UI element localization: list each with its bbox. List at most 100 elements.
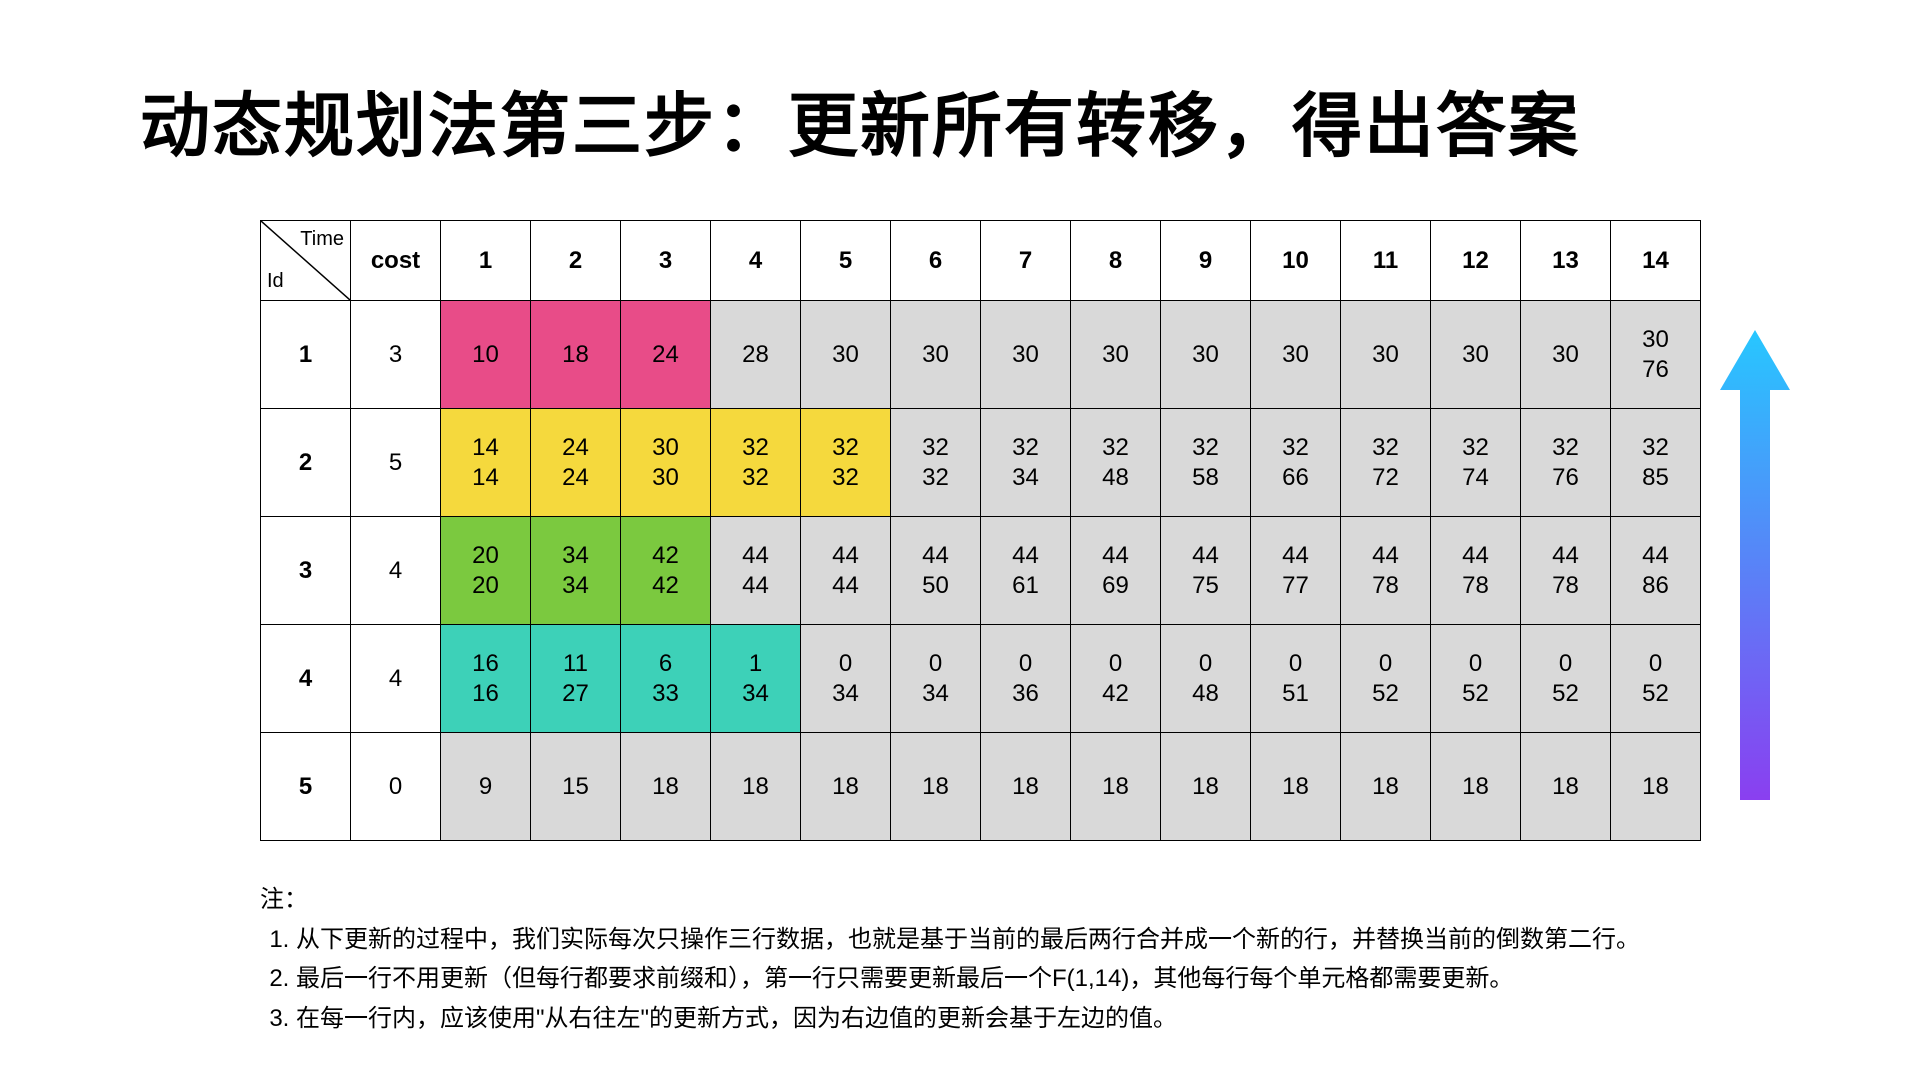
data-cell: 4478 (1341, 517, 1431, 625)
cell-value-bottom: 32 (801, 463, 890, 493)
cell-value-bottom: 50 (891, 571, 980, 601)
cell-value-top: 44 (711, 541, 800, 571)
data-cell: 30 (1161, 301, 1251, 409)
time-header: 2 (531, 221, 621, 301)
cell-value-bottom: 44 (711, 571, 800, 601)
data-cell: 2020 (441, 517, 531, 625)
data-cell: 3434 (531, 517, 621, 625)
data-cell: 15 (531, 733, 621, 841)
notes-list: 从下更新的过程中，我们实际每次只操作三行数据，也就是基于当前的最后两行合并成一个… (260, 920, 1640, 1039)
time-header: 8 (1071, 221, 1161, 301)
cell-value-top: 0 (1521, 649, 1610, 679)
data-cell: 10 (441, 301, 531, 409)
data-cell: 30 (1251, 301, 1341, 409)
data-cell: 30 (1431, 301, 1521, 409)
cell-value-bottom: 51 (1251, 679, 1340, 709)
cell-value-bottom: 27 (531, 679, 620, 709)
data-cell: 048 (1161, 625, 1251, 733)
cell-value-bottom: 48 (1161, 679, 1250, 709)
data-cell: 3276 (1521, 409, 1611, 517)
up-arrow-icon (1720, 330, 1790, 800)
data-cell: 3234 (981, 409, 1071, 517)
cell-value-bottom: 52 (1611, 679, 1700, 709)
cell-value-top: 0 (1251, 649, 1340, 679)
time-header: 12 (1431, 221, 1521, 301)
cell-value-top: 0 (801, 649, 890, 679)
data-cell: 18 (1341, 733, 1431, 841)
row-id-header: 2 (261, 409, 351, 517)
cell-value-bottom: 78 (1431, 571, 1520, 601)
cell-value-bottom: 30 (621, 463, 710, 493)
cell-value-bottom: 86 (1611, 571, 1700, 601)
data-cell: 28 (711, 301, 801, 409)
cell-value-bottom: 16 (441, 679, 530, 709)
data-cell: 18 (1071, 733, 1161, 841)
data-cell: 3285 (1611, 409, 1701, 517)
data-cell: 3248 (1071, 409, 1161, 517)
data-cell: 18 (801, 733, 891, 841)
data-cell: 30 (801, 301, 891, 409)
data-cell: 4444 (711, 517, 801, 625)
data-cell: 052 (1341, 625, 1431, 733)
data-cell: 1127 (531, 625, 621, 733)
cell-value-bottom: 52 (1431, 679, 1520, 709)
cost-cell: 4 (351, 517, 441, 625)
data-cell: 4450 (891, 517, 981, 625)
cell-value-bottom: 52 (1521, 679, 1610, 709)
cell-value-top: 44 (1251, 541, 1340, 571)
notes-block: 注： 从下更新的过程中，我们实际每次只操作三行数据，也就是基于当前的最后两行合并… (260, 880, 1640, 1038)
data-cell: 30 (1341, 301, 1431, 409)
row-id-header: 4 (261, 625, 351, 733)
cell-value-bottom: 76 (1611, 355, 1700, 385)
data-cell: 036 (981, 625, 1071, 733)
time-header: 9 (1161, 221, 1251, 301)
cell-value-top: 44 (801, 541, 890, 571)
time-header: 1 (441, 221, 531, 301)
cell-value-top: 44 (1161, 541, 1250, 571)
cell-value-top: 32 (1341, 433, 1430, 463)
cell-value-bottom: 32 (891, 463, 980, 493)
cell-value-bottom: 48 (1071, 463, 1160, 493)
data-cell: 18 (1161, 733, 1251, 841)
cell-value-bottom: 74 (1431, 463, 1520, 493)
cell-value-top: 20 (441, 541, 530, 571)
cell-value-top: 0 (1611, 649, 1700, 679)
cell-value-bottom: 36 (981, 679, 1070, 709)
cell-value-top: 32 (1161, 433, 1250, 463)
data-cell: 18 (891, 733, 981, 841)
table-header-row: Time Id cost 1234567891011121314 (261, 221, 1701, 301)
cell-value-bottom: 34 (531, 571, 620, 601)
cell-value-bottom: 20 (441, 571, 530, 601)
cell-value-bottom: 52 (1341, 679, 1430, 709)
data-cell: 30 (1521, 301, 1611, 409)
cell-value-top: 14 (441, 433, 530, 463)
data-cell: 051 (1251, 625, 1341, 733)
cell-value-top: 30 (1611, 325, 1700, 355)
time-header: 13 (1521, 221, 1611, 301)
cost-header: cost (351, 221, 441, 301)
data-cell: 18 (1611, 733, 1701, 841)
cell-value-bottom: 61 (981, 571, 1070, 601)
row-id-header: 5 (261, 733, 351, 841)
time-header: 3 (621, 221, 711, 301)
data-cell: 30 (981, 301, 1071, 409)
data-cell: 3258 (1161, 409, 1251, 517)
cell-value-top: 0 (1161, 649, 1250, 679)
data-cell: 18 (531, 301, 621, 409)
cell-value-top: 44 (1611, 541, 1700, 571)
table-row: 4416161127633134034034036042048051052052… (261, 625, 1701, 733)
cell-value-top: 11 (531, 649, 620, 679)
cell-value-top: 44 (891, 541, 980, 571)
cell-value-bottom: 42 (1071, 679, 1160, 709)
cell-value-top: 44 (1341, 541, 1430, 571)
time-header: 4 (711, 221, 801, 301)
cell-value-top: 32 (891, 433, 980, 463)
cell-value-bottom: 72 (1341, 463, 1430, 493)
cell-value-top: 0 (1431, 649, 1520, 679)
data-cell: 3030 (621, 409, 711, 517)
data-cell: 18 (981, 733, 1071, 841)
data-cell: 18 (1431, 733, 1521, 841)
time-header: 11 (1341, 221, 1431, 301)
cell-value-bottom: 44 (801, 571, 890, 601)
table-row: 50915181818181818181818181818 (261, 733, 1701, 841)
